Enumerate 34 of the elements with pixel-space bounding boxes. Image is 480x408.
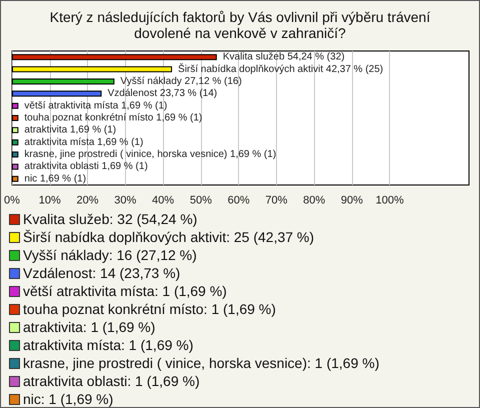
x-tick-label: 10% — [38, 194, 61, 206]
x-tick-label: 90% — [340, 194, 364, 206]
text: nic: 1 (1,69 %) — [23, 390, 114, 408]
text: atraktivita místa: 1 (1,69 %) — [23, 336, 194, 354]
x-tick-label: 30% — [114, 194, 137, 206]
x-tick-label: 60% — [228, 194, 250, 206]
category-label: větší atraktivita místa 1,69 % (1) — [24, 100, 168, 112]
category-label: atraktivita místa 1,69 % (1) — [24, 136, 144, 148]
text: atraktivita: 1 (1,69 %) — [23, 318, 156, 336]
text: Širší nabídka doplňkových aktivit: 25 (42,37 %) — [23, 228, 314, 246]
text: větší atraktivita místa: 1 (1,69 %) — [23, 282, 227, 300]
x-tick-label: 80% — [303, 194, 326, 206]
x-tick-label: 50% — [190, 194, 212, 206]
text: Vyšší náklady: 16 (27,12 %) — [23, 246, 197, 264]
category-label: atraktivita 1,69 % (1) — [24, 124, 116, 136]
x-tick-label: 20% — [76, 194, 99, 206]
x-tick-label: 0% — [4, 194, 20, 206]
category-label: atraktivita oblasti 1,69 % (1) — [24, 161, 148, 172]
x-tick-label: 70% — [265, 194, 288, 206]
category-label: Vyšší náklady 27,12 % (16) — [120, 76, 242, 87]
x-tick-label: 40% — [152, 194, 174, 206]
text: Vzdálenost: 14 (23,73 %) — [23, 264, 180, 282]
category-label: Širší nabídka doplňkových aktivit 42,37 % (25) — [178, 64, 384, 75]
category-label: krasne, jine prostredi ( vinice, horska vesnice) 1,69 % (1) — [24, 149, 276, 160]
text: touha poznat konkrétní místo: 1 (1,69 %) — [23, 300, 276, 318]
text: atraktivita oblasti: 1 (1,69 %) — [23, 372, 200, 390]
text: Kvalita služeb: 32 (54,24 %) — [23, 210, 198, 228]
category-label: touha poznat konkrétní místo 1,69 % (1) — [24, 112, 202, 124]
category-label: Kvalita služeb 54,24 % (32) — [222, 52, 345, 63]
x-tick-label: 100% — [376, 194, 404, 206]
category-label: nic 1,69 % (1) — [24, 173, 86, 184]
chart-title: Který z následujících faktorů by Vás ovlivnil při výběru trávení dovolené na venkově v zahraničí? — [48, 8, 432, 41]
category-label: Vzdálenost 23,73 % (14) — [108, 88, 218, 100]
text: krasne, jine prostredi ( vinice, horska vesnice): 1 (1,69 %) — [23, 354, 380, 372]
